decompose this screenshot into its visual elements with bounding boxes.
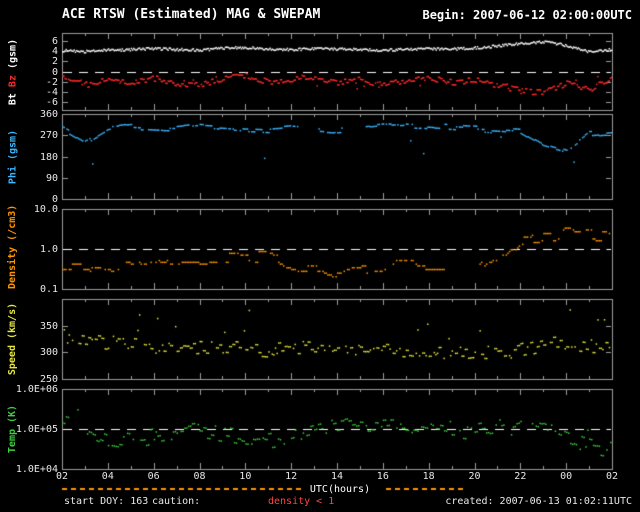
footer-caution-value: density < 1 <box>268 496 335 507</box>
y-tick-label: -4 <box>45 86 58 98</box>
begin-timestamp: Begin: 2007-06-12 02:00:00UTC <box>422 8 632 22</box>
x-tick-label: 18 <box>422 471 435 482</box>
y-tick-label: 1.0 <box>39 243 58 255</box>
y-tick-label: 360 <box>39 108 58 120</box>
y-tick-label: 90 <box>45 172 58 184</box>
x-tick-label: 02 <box>55 471 69 482</box>
y-tick-label: 6 <box>51 35 58 47</box>
x-axis-title: UTC(hours) <box>309 484 371 495</box>
y-tick-label: 0.1 <box>39 283 58 295</box>
y-tick-label: 270 <box>39 129 58 141</box>
y-tick-label: 0 <box>51 193 58 205</box>
x-tick-label: 12 <box>285 471 298 482</box>
y-tick-label: 250 <box>39 373 58 385</box>
x-tick-label: 16 <box>376 471 389 482</box>
y-tick-label: 4 <box>51 45 58 57</box>
x-tick-label: 06 <box>147 471 160 482</box>
y-axis-label-part: Bz <box>7 68 18 87</box>
y-axis-label-part: Phi (gsm) <box>7 129 18 184</box>
y-axis-label-part: (gsm) <box>7 38 18 69</box>
y-tick-label: 2 <box>51 55 58 67</box>
x-tick-label: 08 <box>193 471 206 482</box>
y-tick-label: 1.0E+05 <box>15 423 58 435</box>
y-axis-label-phi-angle: Phi (gsm) <box>6 114 20 199</box>
x-tick-label: 04 <box>101 471 114 482</box>
y-tick-label: -2 <box>45 76 58 88</box>
x-tick-label: 00 <box>560 471 573 482</box>
y-tick-label: 180 <box>39 151 58 163</box>
x-tick-label: 22 <box>514 471 527 482</box>
y-tick-label: 0 <box>51 66 58 78</box>
footer-caution-label: caution: <box>152 496 201 507</box>
y-axis-label-part: Speed (km/s) <box>7 302 18 376</box>
y-axis-label-speed: Speed (km/s) <box>6 299 20 379</box>
y-axis-label-density: Density (/cm3) <box>6 205 20 289</box>
y-axis-label-part: Bt <box>7 86 18 105</box>
y-tick-label: -6 <box>45 96 58 108</box>
y-axis-label-magnetic-field: Bt Bz (gsm) <box>6 33 20 110</box>
x-tick-label: 20 <box>468 471 481 482</box>
y-tick-label: 1.0E+04 <box>15 463 58 475</box>
x-tick-label: 02 <box>605 471 619 482</box>
y-axis-label-temperature: Temp (K) <box>6 389 20 469</box>
footer-created-timestamp: created: 2007-06-13 01:02:11UTC <box>445 496 632 507</box>
x-tick-label: 14 <box>330 471 344 482</box>
y-axis-label-part: Temp (K) <box>7 404 18 454</box>
page-title: ACE RTSW (Estimated) MAG & SWEPAM <box>62 7 321 22</box>
y-tick-label: 350 <box>39 320 58 332</box>
y-axis-label-part: Density (/cm3) <box>7 204 18 289</box>
y-tick-label: 1.0E+06 <box>15 383 58 395</box>
footer-start-doy: start DOY: 163 <box>64 496 149 507</box>
x-tick-label: 10 <box>239 471 252 482</box>
y-tick-label: 300 <box>39 346 58 358</box>
y-tick-label: 10.0 <box>33 203 58 215</box>
